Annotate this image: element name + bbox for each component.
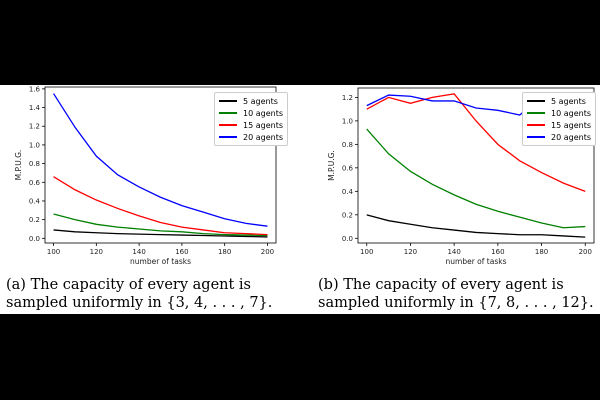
legend-item: 15 agents xyxy=(219,119,283,131)
legend-swatch xyxy=(219,124,237,126)
legend-swatch xyxy=(219,112,237,114)
legend-label: 20 agents xyxy=(243,132,283,142)
legend-swatch xyxy=(219,136,237,138)
legend-swatch xyxy=(219,100,237,102)
legend-item: 20 agents xyxy=(219,131,283,143)
legend-item: 10 agents xyxy=(527,107,591,119)
legend-b: 5 agents 10 agents 15 agents 20 agents xyxy=(522,92,596,146)
legend-swatch xyxy=(527,100,545,102)
legend-item: 10 agents xyxy=(219,107,283,119)
legend-swatch xyxy=(527,112,545,114)
legend-label: 10 agents xyxy=(243,108,283,118)
legend-swatch xyxy=(527,124,545,126)
legend-label: 15 agents xyxy=(551,120,591,130)
legend-label: 10 agents xyxy=(551,108,591,118)
legend-label: 5 agents xyxy=(551,96,586,106)
legend-label: 5 agents xyxy=(243,96,278,106)
legend-item: 20 agents xyxy=(527,131,591,143)
legend-item: 5 agents xyxy=(527,95,591,107)
legend-swatch xyxy=(527,136,545,138)
legend-a: 5 agents 10 agents 15 agents 20 agents xyxy=(214,92,288,146)
legend-item: 15 agents xyxy=(527,119,591,131)
legend-label: 20 agents xyxy=(551,132,591,142)
legend-item: 5 agents xyxy=(219,95,283,107)
caption-b: (b) The capacity of every agent is sampl… xyxy=(318,277,594,311)
legend-label: 15 agents xyxy=(243,120,283,130)
caption-a: (a) The capacity of every agent is sampl… xyxy=(6,277,273,311)
